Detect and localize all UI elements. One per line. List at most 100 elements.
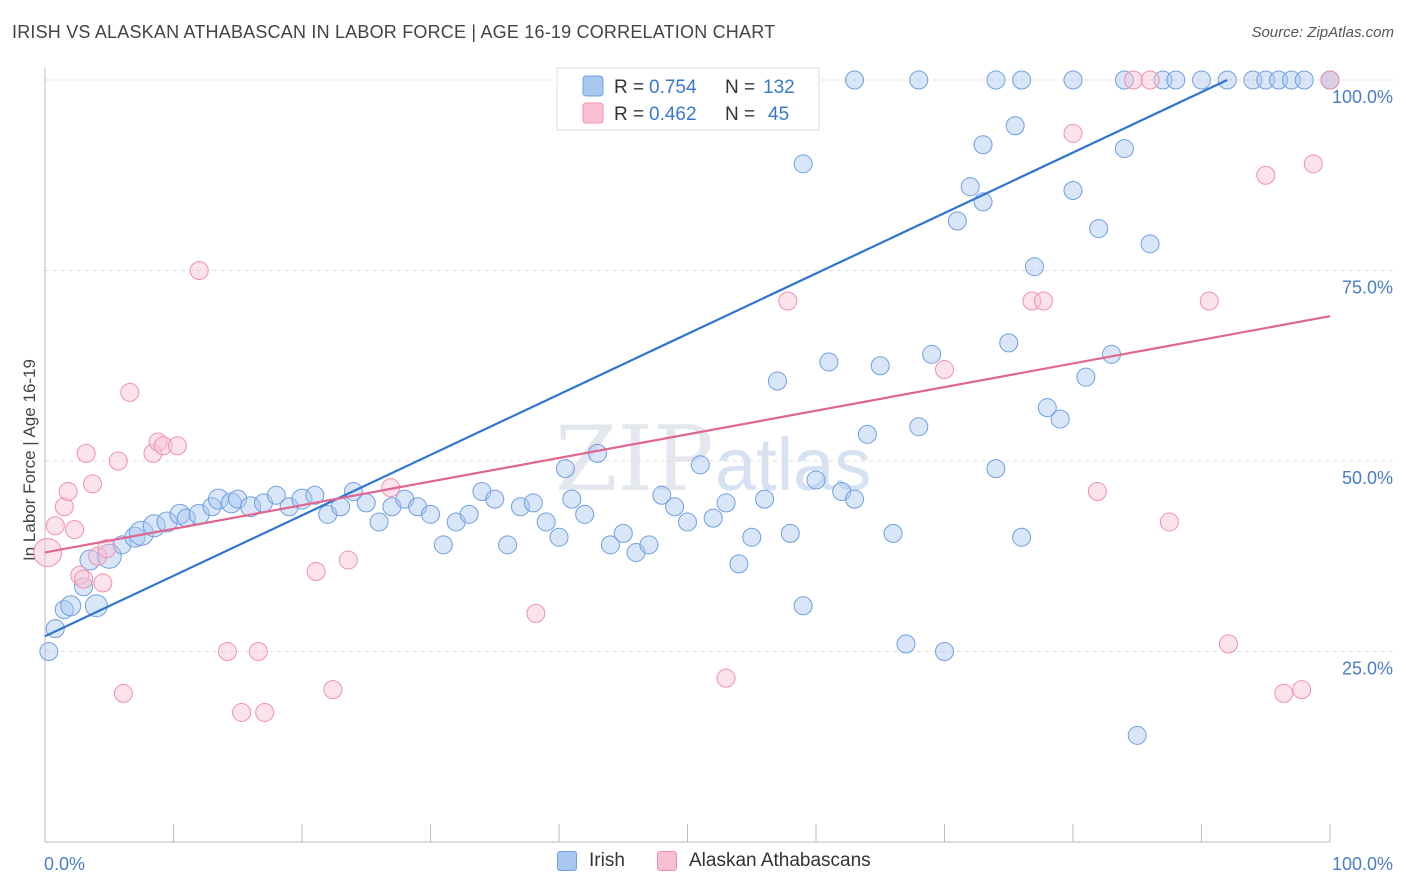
irish-point-84 (1050, 409, 1070, 429)
alaskan-point-33 (1033, 291, 1053, 311)
irish-point-69 (857, 424, 877, 444)
irish-point-8 (112, 535, 132, 555)
legend-irish-r-label: R = (614, 77, 644, 98)
y-tick-label-3: 100.0% (1332, 87, 1393, 107)
watermark: ZIP atlas (555, 407, 871, 512)
legend-irish-swatch (582, 75, 604, 97)
irish-point-94 (845, 70, 865, 90)
alaskan-point-13 (113, 683, 133, 703)
alaskan-point-38 (1159, 512, 1179, 532)
irish-point-53 (652, 485, 672, 505)
irish-point-87 (1089, 219, 1109, 239)
alaskan-point-41 (1256, 165, 1276, 185)
legend-irish-label: Irish (589, 850, 625, 871)
irish-point-98 (1063, 70, 1083, 90)
alaskan-point-5 (70, 565, 90, 585)
irish-point-56 (690, 455, 710, 475)
irish-point-80 (999, 333, 1019, 353)
irish-point-92 (793, 154, 813, 174)
irish-point-50 (613, 523, 633, 543)
irish-point-75 (935, 642, 954, 661)
irish-point-86 (1076, 367, 1096, 387)
irish-point-54 (665, 497, 685, 517)
legend-alaskan-square (657, 851, 677, 871)
irish-point-40 (498, 535, 518, 555)
alaskan-point-40 (1218, 634, 1238, 654)
irish-point-58 (716, 493, 736, 513)
irish-point-111 (1005, 116, 1025, 136)
irish-point-77 (960, 177, 980, 197)
x-tick-label-max: 100.0% (1332, 854, 1393, 874)
irish-point-29 (356, 493, 376, 513)
irish-point-95 (909, 70, 929, 90)
alaskan-point-32 (1022, 291, 1042, 311)
series-irish-points (39, 70, 1340, 745)
irish-point-76 (947, 211, 967, 231)
alaskan-point-23 (255, 702, 275, 722)
alaskan-point-45 (1320, 70, 1340, 90)
alaskan-point-39 (1199, 291, 1219, 311)
alaskan-point-1 (45, 516, 65, 536)
alaskan-point-29 (716, 668, 736, 688)
alaskan-point-4 (65, 520, 85, 540)
irish-point-52 (639, 535, 659, 555)
irish-point-5 (84, 594, 108, 618)
irish-point-63 (780, 523, 800, 543)
legend-irish-r-value: 0.754 (649, 77, 697, 98)
alaskan-point-6 (74, 569, 94, 589)
irish-point-37 (459, 504, 479, 524)
irish-point-61 (755, 489, 775, 509)
alaskan-trend-line (44, 315, 1331, 554)
irish-point-47 (575, 504, 595, 524)
irish-point-85 (1063, 180, 1083, 200)
irish-point-35 (433, 535, 453, 555)
legend-item-irish: Irish (557, 850, 625, 872)
alaskan-point-11 (97, 539, 117, 559)
legend-alaskan-n-label: N = (725, 104, 755, 125)
series-legend: Irish Alaskan Athabascans (0, 850, 1406, 880)
alaskan-point-18 (167, 436, 187, 456)
chart-title: IRISH VS ALASKAN ATHABASCAN IN LABOR FOR… (12, 22, 776, 42)
alaskan-point-20 (217, 642, 237, 661)
irish-point-42 (523, 493, 543, 513)
legend-alaskan-swatch (582, 102, 604, 124)
alaskan-point-2 (54, 497, 74, 517)
alaskan-point-43 (1292, 680, 1312, 700)
irish-point-108 (1294, 70, 1314, 90)
irish-point-49 (600, 535, 620, 555)
irish-point-12 (156, 511, 178, 533)
irish-trend-line (44, 79, 1228, 638)
irish-point-25 (305, 485, 325, 505)
irish-point-45 (555, 459, 575, 479)
irish-point-71 (883, 523, 903, 543)
alaskan-point-19 (189, 261, 209, 280)
irish-point-97 (1012, 70, 1032, 90)
alaskan-point-22 (248, 642, 268, 661)
trend-lines (44, 79, 1331, 638)
alaskan-point-17 (153, 436, 173, 456)
legend-alaskan-r-value: 0.462 (649, 104, 697, 125)
y-tick-label-1: 50.0% (1342, 468, 1393, 488)
irish-point-62 (767, 371, 787, 391)
irish-point-65 (806, 470, 826, 490)
irish-point-60 (742, 527, 762, 547)
irish-point-89 (1114, 139, 1134, 159)
alaskan-point-16 (148, 432, 168, 452)
legend-alaskan-r-label: R = (614, 104, 644, 125)
irish-point-96 (986, 70, 1006, 90)
alaskan-point-15 (143, 443, 163, 463)
watermark-zip: ZIP (555, 407, 714, 512)
irish-point-44 (549, 527, 569, 547)
series-alaskan-points (33, 70, 1340, 722)
y-tick-label-2: 75.0% (1342, 278, 1393, 298)
irish-point-59 (729, 554, 749, 574)
irish-point-74 (922, 344, 942, 364)
alaskan-point-14 (120, 382, 140, 402)
irish-point-68 (845, 489, 865, 509)
watermark-atlas: atlas (715, 423, 871, 506)
x-tick-labels: 0.0% 100.0% (44, 854, 1393, 874)
legend-irish-n-label: N = (725, 77, 755, 98)
alaskan-point-24 (306, 561, 326, 581)
alaskan-point-44 (1303, 154, 1323, 174)
irish-point-102 (1192, 70, 1211, 90)
